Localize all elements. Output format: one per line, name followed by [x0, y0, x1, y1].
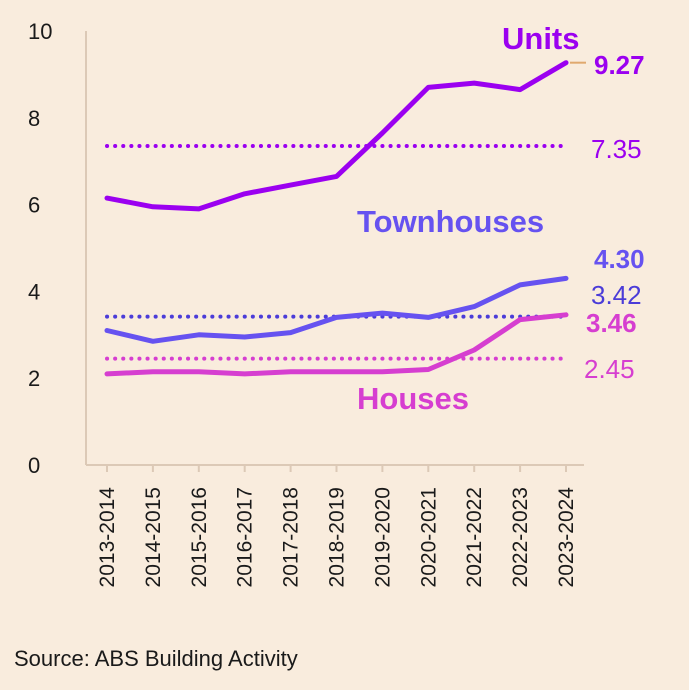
series-labels: Units 9.27 7.35 Townhouses 4.30 3.42 Houses 3.4…: [357, 21, 645, 416]
y-tick-label: 2: [28, 366, 40, 391]
x-tick-label: 2014-2015: [142, 487, 165, 587]
y-tick-label: 6: [28, 193, 40, 218]
end-value-units: 9.27: [594, 50, 645, 80]
x-tick-label: 2016-2017: [234, 487, 257, 587]
line-chart: 0 2 4 6 8 10 2013-2014 2014-2015 2015-2016 2016-2…: [28, 19, 645, 587]
x-tick-label: 2023-2024: [555, 487, 578, 588]
end-value-townhouses: 4.30: [594, 244, 645, 274]
average-lines: [105, 144, 568, 361]
series-name-houses: Houses: [357, 381, 469, 416]
series-name-units: Units: [502, 21, 580, 56]
series-line-houses: [104, 312, 569, 377]
chart-axes: 0 2 4 6 8 10 2013-2014 2014-2015 2015-2016 2016-2…: [28, 19, 584, 587]
x-tick-label: 2013-2014: [96, 487, 119, 588]
y-tick-label: 8: [28, 106, 40, 131]
x-tick-label: 2020-2021: [417, 487, 440, 587]
average-value-townhouses: 3.42: [591, 280, 642, 310]
x-tick-label: 2021-2022: [463, 487, 486, 587]
y-tick-label: 0: [28, 453, 40, 478]
series-line-units: [104, 60, 569, 212]
average-value-houses: 2.45: [584, 354, 635, 384]
y-tick-label: 4: [28, 279, 40, 304]
x-tick-label: 2019-2020: [371, 487, 394, 587]
source-note: Source: ABS Building Activity: [14, 646, 298, 671]
series-lines: [104, 60, 569, 377]
series-name-townhouses: Townhouses: [357, 204, 544, 239]
end-value-houses: 3.46: [586, 308, 637, 338]
x-tick-label: 2022-2023: [509, 487, 532, 587]
y-tick-label: 10: [28, 19, 52, 44]
average-value-units: 7.35: [591, 134, 642, 164]
x-tick-label: 2018-2019: [326, 487, 349, 587]
series-line-townhouses: [104, 275, 569, 344]
x-tick-label: 2015-2016: [188, 487, 211, 587]
x-tick-label: 2017-2018: [280, 487, 303, 587]
